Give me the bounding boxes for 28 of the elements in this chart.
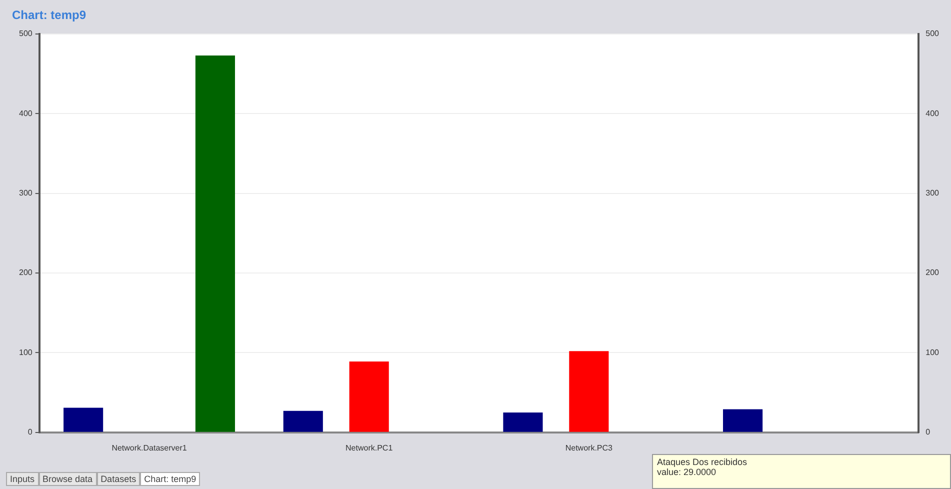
y-tick-label: 0: [28, 428, 33, 437]
x-tick-label: Network.PC3: [565, 443, 614, 452]
text: Ataques Dos recibidos value: 29.0000: [652, 454, 951, 489]
text: Chart: temp9: [140, 472, 200, 486]
text: Browse data: [38, 472, 97, 486]
y2-tick-label: 200: [926, 268, 940, 278]
bar: [503, 412, 543, 432]
x-tick-label: Network.Dataserver1: [112, 443, 188, 452]
y2-tick-label: 100: [926, 348, 940, 357]
bar: [64, 408, 104, 432]
bar: [349, 361, 389, 432]
y-tick-label: 100: [18, 348, 33, 357]
y-tick-label: 500: [18, 29, 33, 38]
text: Inputs: [6, 472, 39, 486]
x-tick-label: Network.PC1: [346, 443, 394, 452]
text: Datasets: [96, 472, 140, 486]
bar: [283, 410, 323, 432]
bar: [569, 351, 609, 432]
y2-tick-label: 500: [926, 29, 940, 38]
y2-tick-label: 0: [926, 428, 931, 437]
y-tick-label: 300: [18, 188, 33, 198]
y-tick-label: 200: [18, 268, 33, 278]
y2-tick-label: 300: [926, 188, 940, 198]
bar: [723, 409, 763, 432]
y-tick-label: 400: [18, 108, 33, 118]
y2-tick-label: 400: [926, 108, 940, 118]
chart-title: Chart: temp9: [12, 8, 86, 22]
bar: [195, 56, 235, 432]
